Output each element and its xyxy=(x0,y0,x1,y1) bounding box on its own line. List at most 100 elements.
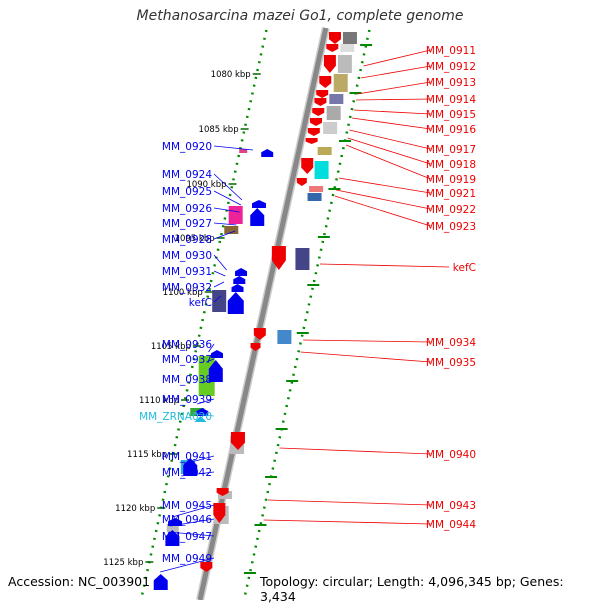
rna-gene-arrow xyxy=(194,416,207,422)
gene-label-reverse: MM_0940 xyxy=(426,449,476,461)
gene-block xyxy=(326,106,341,120)
label-leader-line xyxy=(213,222,237,226)
label-leader-line xyxy=(181,471,215,477)
gene-block xyxy=(295,248,310,270)
gene-label-forward: MM_0932 xyxy=(162,282,212,294)
label-leader-line xyxy=(351,117,431,130)
reverse-gene-arrow xyxy=(253,328,266,340)
kbp-label: 1095 kbp xyxy=(175,234,215,244)
label-leader-line xyxy=(345,144,431,180)
gene-label-reverse: MM_0921 xyxy=(426,188,476,200)
label-leader-line xyxy=(213,173,243,201)
gene-block xyxy=(224,226,239,234)
gene-label-forward: MM_0941 xyxy=(162,451,212,463)
reverse-gene-arrow xyxy=(296,178,307,186)
gene-label-forward: MM_0942 xyxy=(162,467,212,479)
label-leader-line xyxy=(213,207,240,213)
gene-block xyxy=(329,94,344,104)
gene-block xyxy=(333,74,348,92)
kbp-label: 1080 kbp xyxy=(211,70,251,80)
forward-gene-arrow xyxy=(208,360,223,382)
gene-label-forward: MM_0939 xyxy=(162,394,212,406)
label-leader-line xyxy=(213,145,254,151)
gene-labels: MM_0920 MM_0924 MM_0925 MM_0926 MM_0927 MM_09… xyxy=(139,45,476,573)
gene-label-reverse: kefC xyxy=(453,262,476,274)
forward-gene-arrow xyxy=(211,350,223,358)
reverse-gene-arrow xyxy=(200,562,213,572)
label-leader-line xyxy=(208,343,215,353)
reverse-gene-arrow xyxy=(213,503,226,523)
gene-label-forward: MM_0947 xyxy=(162,531,212,543)
label-leader-line xyxy=(267,499,431,506)
kbp-label: 1120 kbp xyxy=(115,504,155,514)
gene-label-forward: MM_0946 xyxy=(162,514,212,526)
gene-block xyxy=(340,44,355,52)
label-leader-line xyxy=(338,177,431,194)
gene-block xyxy=(342,32,357,44)
reverse-gene-arrow xyxy=(305,138,318,144)
gene-label-forward: MM_0925 xyxy=(162,186,212,198)
label-leader-line xyxy=(353,109,431,115)
feature-tracks xyxy=(153,32,357,590)
label-leader-line xyxy=(213,281,225,288)
gene-block xyxy=(228,206,243,224)
label-leader-line xyxy=(319,263,450,268)
right-dotted-line xyxy=(242,29,371,600)
label-leader-line xyxy=(360,65,431,79)
forward-gene-arrow xyxy=(153,574,168,590)
kbp-label: 1100 kbp xyxy=(163,288,203,298)
forward-gene-arrow xyxy=(235,268,248,276)
gene-block xyxy=(198,356,215,396)
gene-block xyxy=(337,55,352,73)
forward-gene-arrow xyxy=(165,530,180,546)
gene-block xyxy=(212,290,227,312)
label-leader-line xyxy=(303,339,431,343)
gene-label-forward: MM_0930 xyxy=(162,250,212,262)
kbp-label: 1115 kbp xyxy=(127,450,167,460)
gene-label-reverse: MM_0934 xyxy=(426,337,476,349)
forward-gene-arrow xyxy=(233,276,246,284)
label-leader-line xyxy=(168,531,215,537)
gene-label-forward: MM_0924 xyxy=(162,169,212,181)
accession-text: Accession: NC_003901 xyxy=(8,574,151,589)
forward-gene-arrow xyxy=(261,149,274,157)
kbp-label: 1110 kbp xyxy=(139,396,179,406)
gene-label-reverse: MM_0915 xyxy=(426,109,476,121)
label-leader-line xyxy=(160,557,215,573)
gene-block xyxy=(323,122,338,134)
reverse-gene-arrow xyxy=(307,128,320,136)
reverse-gene-arrow xyxy=(216,488,229,496)
gene-label-forward: MM_ZRNA020 xyxy=(139,411,212,423)
label-leader-line xyxy=(347,137,431,165)
label-leader-line xyxy=(357,81,431,95)
reverse-gene-arrow xyxy=(328,32,341,44)
gene-label-reverse: MM_0914 xyxy=(426,94,476,106)
gene-label-forward: MM_0926 xyxy=(162,203,212,215)
forward-gene-arrow xyxy=(168,518,183,526)
gene-label-forward: MM_0931 xyxy=(162,266,212,278)
gene-label-reverse: MM_0916 xyxy=(426,124,476,136)
gene-block xyxy=(314,161,329,179)
label-leader-line xyxy=(206,358,215,363)
reverse-gene-arrow xyxy=(326,44,339,52)
gene-block xyxy=(317,147,332,155)
gene-label-reverse: MM_0922 xyxy=(426,204,476,216)
gene-block xyxy=(309,186,324,192)
reverse-gene-arrow xyxy=(310,118,323,126)
gene-label-reverse: MM_0935 xyxy=(426,357,476,369)
label-leader-line xyxy=(349,129,431,150)
label-leader-line xyxy=(183,455,215,465)
reverse-gene-arrow xyxy=(316,90,329,98)
kbp-label: 1085 kbp xyxy=(199,125,239,135)
forward-gene-arrow xyxy=(227,292,244,314)
label-leader-line xyxy=(336,189,431,210)
label-leader-line xyxy=(213,230,236,240)
gene-label-forward: MM_0949 xyxy=(162,553,212,565)
label-leader-line xyxy=(300,351,431,363)
kbp-label: 1090 kbp xyxy=(186,180,226,190)
left-dotted-line xyxy=(139,29,268,600)
label-leader-line xyxy=(279,447,431,455)
label-leader-line xyxy=(213,270,226,277)
label-leader-line xyxy=(355,98,431,101)
